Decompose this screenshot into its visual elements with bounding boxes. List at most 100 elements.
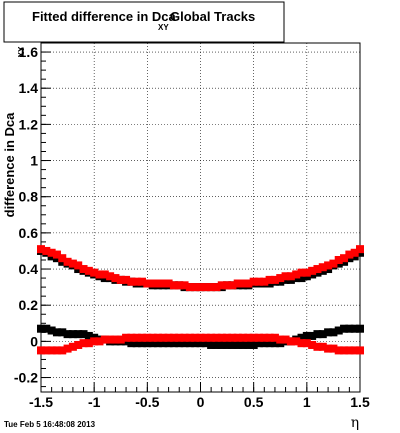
data-point (233, 340, 242, 349)
data-point (132, 339, 141, 348)
y-tick-label: 1 (30, 153, 38, 169)
data-point (228, 281, 237, 290)
data-point (217, 340, 226, 349)
data-point (74, 340, 83, 349)
data-point (217, 281, 226, 290)
data-point (340, 254, 349, 263)
data-point (127, 277, 136, 286)
data-point (111, 274, 120, 283)
data-point (63, 330, 72, 339)
data-point (308, 266, 317, 275)
data-point (350, 248, 359, 257)
data-point (90, 337, 99, 346)
data-point (79, 330, 88, 339)
data-point (74, 261, 83, 270)
data-point (164, 333, 173, 342)
data-point (207, 333, 216, 342)
data-point (138, 277, 147, 286)
data-point (334, 326, 343, 335)
data-point (138, 333, 147, 342)
data-point (191, 283, 200, 292)
data-point (244, 340, 253, 349)
data-point (292, 337, 301, 346)
data-point (175, 339, 184, 348)
data-point (37, 245, 45, 254)
chart-title: Fitted difference in Dca (32, 9, 177, 24)
data-point (37, 346, 45, 355)
data-point (265, 339, 274, 348)
data-point (132, 277, 141, 286)
data-point (100, 270, 109, 279)
data-point (286, 337, 295, 346)
data-point (329, 259, 338, 268)
data-point (212, 283, 221, 292)
data-point (318, 263, 327, 272)
data-point (297, 339, 306, 348)
data-point (180, 339, 189, 348)
data-point (228, 333, 237, 342)
data-point (223, 340, 232, 349)
data-point (185, 283, 194, 292)
data-point (313, 342, 322, 351)
y-tick-label: 0 (30, 333, 38, 349)
data-point (324, 344, 333, 353)
data-point (249, 333, 258, 342)
y-tick-label: -0.2 (14, 370, 38, 386)
data-point (281, 335, 290, 344)
data-point (159, 339, 168, 348)
y-axis-title-text: difference in Dca (2, 112, 17, 218)
data-point (58, 254, 67, 263)
y-tick-label: 1.4 (19, 80, 39, 96)
data-point (313, 265, 322, 274)
data-point (196, 333, 205, 342)
data-point (223, 333, 232, 342)
data-point (244, 279, 253, 288)
data-point (318, 330, 327, 339)
data-point (270, 339, 279, 348)
data-point (42, 246, 51, 255)
data-point (260, 339, 269, 348)
x-tick-label: 0 (197, 394, 205, 410)
data-point (233, 279, 242, 288)
data-point (106, 335, 115, 344)
data-point (122, 333, 131, 342)
data-point (79, 339, 88, 348)
data-point (148, 339, 157, 348)
data-point (47, 326, 56, 335)
data-point (84, 266, 93, 275)
data-point (345, 346, 354, 355)
data-point (159, 333, 168, 342)
data-point (37, 324, 45, 333)
data-point (164, 339, 173, 348)
data-point (132, 333, 141, 342)
data-point (52, 250, 61, 259)
data-point (350, 346, 359, 355)
data-point (148, 279, 157, 288)
x-tick-label: -1 (88, 394, 101, 410)
data-point (239, 333, 248, 342)
data-layer (37, 245, 364, 355)
data-point (180, 281, 189, 290)
data-point (239, 340, 248, 349)
data-point (340, 346, 349, 355)
data-point (223, 281, 232, 290)
data-point (122, 275, 131, 284)
data-point (308, 331, 317, 340)
data-point (244, 333, 253, 342)
timestamp: Tue Feb 5 16:48:08 2013 (4, 420, 96, 429)
x-tick-label: 1.5 (350, 394, 370, 410)
data-point (212, 333, 221, 342)
data-point (79, 265, 88, 274)
data-point (100, 335, 109, 344)
data-point (356, 346, 364, 355)
data-point (153, 333, 162, 342)
data-point (58, 328, 67, 337)
data-point (212, 340, 221, 349)
series-3-red (37, 333, 364, 355)
data-point (95, 270, 104, 279)
data-point (329, 328, 338, 337)
data-point (302, 331, 311, 340)
data-point (276, 335, 285, 344)
data-point (175, 281, 184, 290)
data-point (228, 340, 237, 349)
